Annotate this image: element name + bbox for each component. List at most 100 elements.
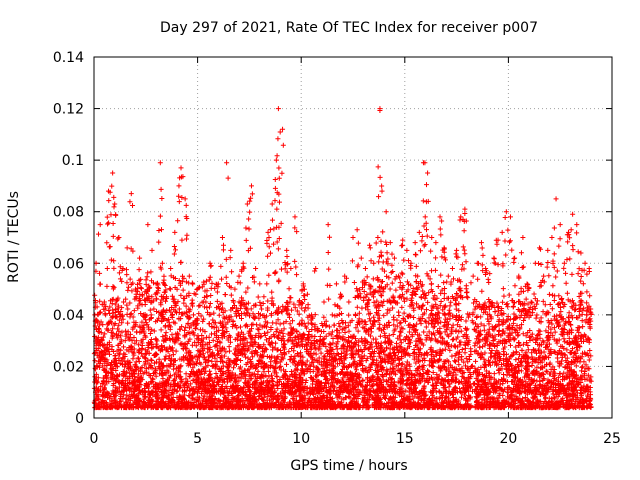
- data-point: [172, 285, 178, 291]
- data-point: [268, 325, 274, 331]
- data-point: [179, 279, 185, 285]
- data-point: [204, 305, 210, 311]
- y-tick-label: 0.14: [53, 50, 84, 66]
- data-point: [98, 319, 104, 325]
- data-point: [100, 334, 106, 340]
- data-point: [124, 331, 130, 337]
- data-point: [131, 308, 137, 314]
- data-point: [473, 358, 479, 364]
- data-point: [99, 399, 105, 405]
- data-point: [159, 317, 165, 323]
- data-point: [289, 307, 295, 313]
- data-point: [252, 340, 258, 346]
- data-point: [268, 359, 274, 365]
- data-point: [207, 371, 213, 377]
- data-point: [425, 299, 431, 305]
- data-point: [193, 325, 199, 331]
- data-point: [155, 396, 161, 402]
- data-point: [110, 326, 116, 332]
- data-point: [284, 308, 290, 314]
- data-point: [137, 281, 143, 287]
- data-point: [128, 402, 134, 408]
- data-point: [536, 328, 542, 334]
- data-point: [96, 396, 102, 402]
- data-point: [377, 333, 383, 339]
- data-point: [148, 404, 154, 410]
- data-point: [209, 399, 215, 405]
- data-point: [208, 374, 214, 380]
- data-point: [106, 307, 112, 313]
- data-point: [177, 282, 183, 288]
- y-tick-label: 0.04: [53, 308, 84, 324]
- data-point: [140, 398, 146, 404]
- data-point: [181, 392, 187, 398]
- data-point: [202, 288, 208, 294]
- data-point: [243, 312, 249, 318]
- data-point: [181, 327, 187, 333]
- data-point: [127, 380, 133, 386]
- data-point: [226, 344, 232, 350]
- data-point: [109, 399, 115, 405]
- data-point: [452, 358, 458, 364]
- data-point: [196, 285, 202, 291]
- data-point: [287, 357, 293, 363]
- data-point: [168, 396, 174, 402]
- data-point: [276, 305, 282, 311]
- data-point: [234, 325, 240, 331]
- data-point: [93, 405, 99, 411]
- data-point: [336, 321, 342, 327]
- data-point: [248, 306, 254, 312]
- data-point: [173, 337, 179, 343]
- data-point: [233, 310, 239, 316]
- data-point: [147, 331, 153, 337]
- data-point: [223, 349, 229, 355]
- data-point: [172, 340, 178, 346]
- data-point: [265, 298, 271, 304]
- data-point: [182, 402, 188, 408]
- data-point: [152, 394, 158, 400]
- data-point: [162, 283, 168, 289]
- data-point: [149, 358, 155, 364]
- data-point: [371, 299, 377, 305]
- data-point: [222, 394, 228, 400]
- data-point: [513, 349, 519, 355]
- data-point: [135, 305, 141, 311]
- data-point: [270, 320, 276, 326]
- data-point: [95, 334, 101, 340]
- data-point: [435, 283, 441, 289]
- data-point: [118, 393, 124, 399]
- data-point: [274, 396, 280, 402]
- data-point: [186, 292, 192, 298]
- data-point: [143, 281, 149, 287]
- data-point: [409, 295, 415, 301]
- data-point: [95, 375, 101, 381]
- data-point: [136, 359, 142, 365]
- data-point: [297, 374, 303, 380]
- data-point: [154, 401, 160, 407]
- data-point: [119, 320, 125, 326]
- data-point: [291, 392, 297, 398]
- data-point: [278, 351, 284, 357]
- data-point: [172, 320, 178, 326]
- data-point: [267, 342, 273, 348]
- data-point: [189, 303, 195, 309]
- data-point: [202, 404, 208, 410]
- data-point: [143, 350, 149, 356]
- data-point: [139, 404, 145, 410]
- data-point: [112, 397, 118, 403]
- data-point: [423, 324, 429, 330]
- data-point: [233, 323, 239, 329]
- data-point: [196, 311, 202, 317]
- data-point: [206, 394, 212, 400]
- data-point: [102, 311, 108, 317]
- data-point: [106, 351, 112, 357]
- data-point: [153, 381, 159, 387]
- data-point: [244, 310, 250, 316]
- data-point: [227, 348, 233, 354]
- data-point: [486, 319, 492, 325]
- data-point: [115, 309, 121, 315]
- data-point: [186, 393, 192, 399]
- data-point: [169, 332, 175, 338]
- chart-title: Day 297 of 2021, Rate Of TEC Index for r…: [160, 20, 538, 36]
- data-point: [170, 296, 176, 302]
